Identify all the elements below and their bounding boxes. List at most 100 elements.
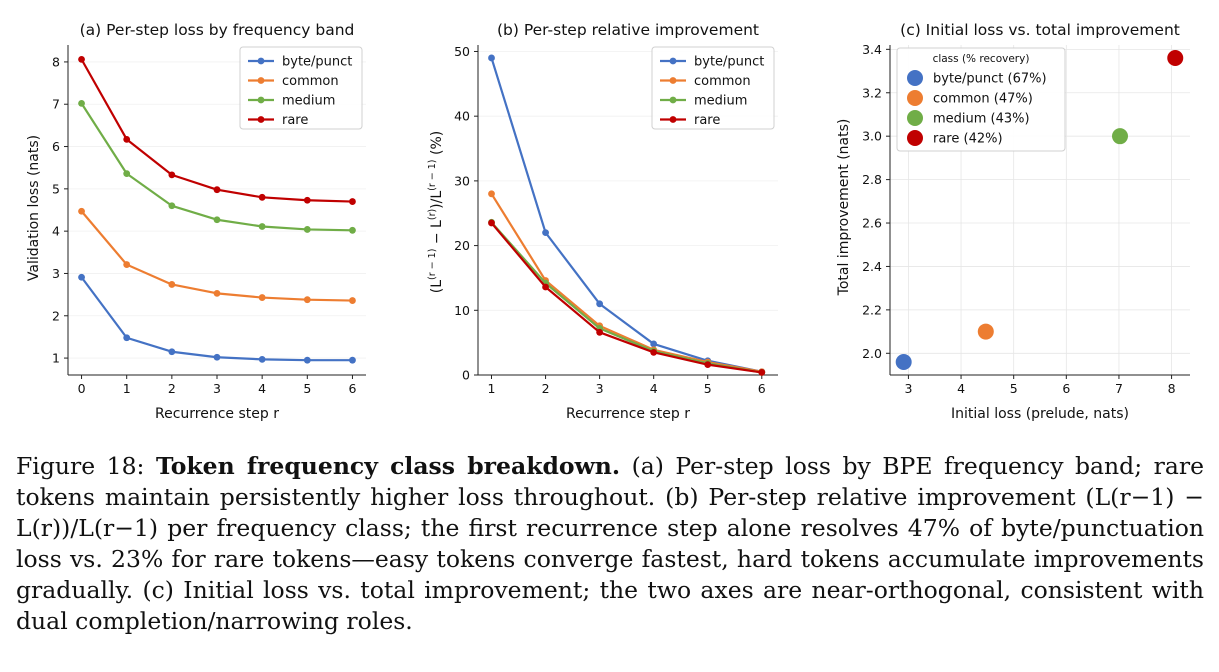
panel-b-xlabel: Recurrence step r <box>566 406 690 422</box>
panel-a-legend-marker <box>257 77 265 84</box>
panel-a-x-tick-label: 3 <box>213 381 221 396</box>
panel-a-data-point <box>349 297 356 304</box>
panel-a-title: (a) Per-step loss by frequency band <box>80 21 355 39</box>
panel-a-data-point <box>258 223 266 230</box>
panel-a-legend-marker <box>257 116 265 123</box>
ylabel-part: − L <box>429 220 445 249</box>
panel-a-y-tick-label: 6 <box>52 139 60 154</box>
panel-b-y-tick-label: 50 <box>454 44 470 59</box>
panel-c-initial-vs-total: (c) Initial loss vs. total improvement I… <box>836 21 1190 422</box>
panel-b-y-tick-label: 30 <box>454 173 470 188</box>
panel-a-x-tick-label: 1 <box>123 381 131 396</box>
panel-c-ylabel: Total improvement (nats) <box>836 119 852 297</box>
panel-a-y-tick-label: 2 <box>52 308 60 323</box>
panel-a-data-point <box>258 294 266 301</box>
panel-a-data-point <box>258 355 266 363</box>
figure-caption: Figure 18: Token frequency class breakdo… <box>16 451 1204 637</box>
ylabel-sup: (r − 1) <box>427 249 438 280</box>
panel-a-y-tick-label: 4 <box>52 224 60 239</box>
panel-a-y-tick-label: 5 <box>52 181 60 196</box>
panel-a-data-point <box>168 281 176 288</box>
panel-b-data-point <box>488 54 495 62</box>
panel-b-data-point <box>488 190 495 198</box>
panel-a-x-tick-label: 2 <box>168 381 176 396</box>
panel-a-data-point <box>78 207 85 215</box>
panel-c-y-tick-label: 2.6 <box>862 216 882 231</box>
panel-c-x-tick-label: 4 <box>957 381 965 396</box>
panel-c-scatter-point <box>1167 50 1184 67</box>
panel-b-y-tick-label: 40 <box>454 109 470 124</box>
panel-a-data-point <box>78 55 85 63</box>
panel-b-ylabel: (L(r − 1) − L(r))/L(r − 1) (%) <box>427 131 445 293</box>
panel-a-x-tick-label: 0 <box>78 381 86 396</box>
panel-c-x-tick-label: 5 <box>1010 381 1018 396</box>
panel-b-x-tick-label: 6 <box>758 381 766 396</box>
caption-text: (a) Per-step loss by BPE frequency band;… <box>16 452 1204 635</box>
panel-a-data-point <box>303 296 311 304</box>
panel-a-data-point <box>168 171 176 179</box>
panel-a-data-point <box>78 99 85 107</box>
panel-b-data-point <box>542 229 549 237</box>
panel-b-series-line <box>490 193 762 373</box>
panel-a-data-point <box>123 170 131 178</box>
panel-b-data-point <box>542 283 549 291</box>
panel-a-data-point <box>213 353 221 361</box>
panel-b-series-line <box>490 222 762 374</box>
panel-b-legend-box <box>651 46 775 130</box>
panel-b-data-point <box>596 300 604 308</box>
panel-a-data-point <box>123 261 131 268</box>
panel-a-legend-label: common <box>282 74 339 89</box>
panel-a-data-point <box>123 135 131 143</box>
panel-b-x-tick-label: 4 <box>650 381 658 396</box>
panel-a-y-tick-label: 7 <box>52 97 60 112</box>
panel-c-legend-label: byte/punct (67%) <box>933 72 1047 87</box>
panel-b-legend-marker <box>669 57 677 65</box>
panel-c-legend-marker <box>907 130 923 146</box>
panel-b-legend-label: byte/punct <box>694 55 764 70</box>
panel-a-legend-label: rare <box>282 113 308 128</box>
panel-b-x-tick-label: 5 <box>704 381 712 396</box>
panel-c-x-tick-label: 3 <box>904 381 912 396</box>
panel-b-data-point <box>758 369 766 376</box>
panel-c-scatter-point <box>977 323 994 340</box>
figure-canvas: (a) Per-step loss by frequency band Recu… <box>26 21 1190 422</box>
panel-a-xlabel: Recurrence step r <box>155 406 279 422</box>
panel-a-y-tick-label: 3 <box>52 266 60 281</box>
panel-a-data-point <box>349 198 356 205</box>
panel-b-data-point <box>650 348 658 356</box>
panel-c-y-tick-label: 3.0 <box>862 129 882 144</box>
panel-b-legend-marker <box>669 96 677 104</box>
panel-c-xlabel: Initial loss (prelude, nats) <box>951 406 1129 422</box>
panel-b-title: (b) Per-step relative improvement <box>497 21 759 39</box>
panel-a-data-point <box>78 273 85 281</box>
panel-c-y-tick-label: 2.8 <box>862 172 882 187</box>
ylabel-part: (%) <box>429 131 445 160</box>
panel-b-legend-marker <box>669 77 677 84</box>
panel-a-legend-marker <box>257 57 265 65</box>
panel-c-legend-label: medium (43%) <box>933 112 1030 127</box>
panel-b-legend-marker <box>669 116 677 123</box>
ylabel-part: )/L <box>429 191 445 209</box>
panel-a-legend-label: byte/punct <box>282 55 352 70</box>
panel-a-legend-marker <box>257 96 265 104</box>
panel-a-data-point <box>303 226 311 233</box>
panel-a-ylabel: Validation loss (nats) <box>26 135 42 281</box>
panel-c-legend-marker <box>907 70 923 86</box>
panel-a-y-tick-label: 8 <box>52 54 60 69</box>
panel-c-legend-marker <box>907 90 923 106</box>
panel-a-loss-by-band: (a) Per-step loss by frequency band Recu… <box>26 21 366 422</box>
panel-c-scatter-point <box>1112 128 1128 145</box>
panel-a-series-line <box>80 210 353 302</box>
panel-a-data-point <box>349 356 356 364</box>
panel-c-title: (c) Initial loss vs. total improvement <box>900 21 1180 39</box>
panel-b-legend-label: common <box>694 74 751 89</box>
panel-a-x-tick-label: 4 <box>258 381 266 396</box>
panel-a-data-point <box>303 196 311 204</box>
panel-b-data-point <box>650 340 658 348</box>
caption-bold-title: Token frequency class breakdown. <box>155 452 621 480</box>
panel-c-y-tick-label: 2.0 <box>862 346 882 361</box>
panel-c-scatter-point <box>895 353 912 370</box>
panel-c-x-tick-label: 7 <box>1115 381 1123 396</box>
ylabel-sup: (r) <box>427 209 438 220</box>
panel-a-data-point <box>213 186 221 194</box>
